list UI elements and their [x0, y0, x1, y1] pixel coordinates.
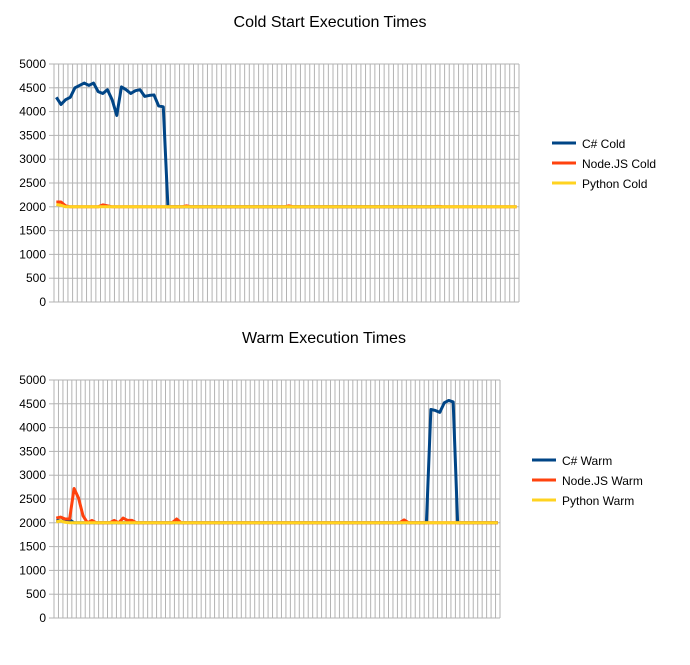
y-tick-label: 3500	[19, 128, 46, 142]
y-tick-label: 4000	[19, 105, 46, 119]
y-tick-label: 3500	[19, 444, 46, 458]
y-tick-label: 2500	[19, 176, 46, 190]
y-tick-label: 3000	[19, 468, 46, 482]
legend-label: Node.JS Cold	[582, 157, 656, 171]
y-tick-label: 3000	[19, 152, 46, 166]
chart-title: Cold Start Execution Times	[234, 14, 427, 31]
chart-title: Warm Execution Times	[242, 330, 406, 347]
warm-chart: Warm Execution Times 0 500 1000 1500 2000 250…	[19, 330, 643, 625]
y-tick-label: 2000	[19, 200, 46, 214]
y-tick-label: 1500	[19, 540, 46, 554]
y-tick-label: 5000	[19, 373, 46, 387]
y-tick-label: 4000	[19, 421, 46, 435]
y-tick-label: 2000	[19, 516, 46, 530]
y-tick-label: 500	[26, 271, 46, 285]
y-tick-label: 500	[26, 587, 46, 601]
y-tick-label: 4500	[19, 397, 46, 411]
y-tick-label: 1500	[19, 224, 46, 238]
cold-start-chart: Cold Start Execution Times 0 500 1000 1500 2…	[19, 14, 656, 309]
legend-label: C# Warm	[562, 454, 612, 468]
y-tick-label: 5000	[19, 57, 46, 71]
legend-label: Python Warm	[562, 494, 634, 508]
y-tick-label: 1000	[19, 563, 46, 577]
legend-label: Node.JS Warm	[562, 474, 643, 488]
series-line-python-warm	[55, 519, 498, 525]
y-tick-label: 4500	[19, 81, 46, 95]
legend-label: C# Cold	[582, 137, 625, 151]
legend-label: Python Cold	[582, 177, 647, 191]
y-tick-label: 1000	[19, 247, 46, 261]
y-tick-label: 2500	[19, 492, 46, 506]
y-tick-label: 0	[39, 611, 46, 625]
y-tick-label: 0	[39, 295, 46, 309]
series-line-python-cold	[56, 202, 517, 209]
